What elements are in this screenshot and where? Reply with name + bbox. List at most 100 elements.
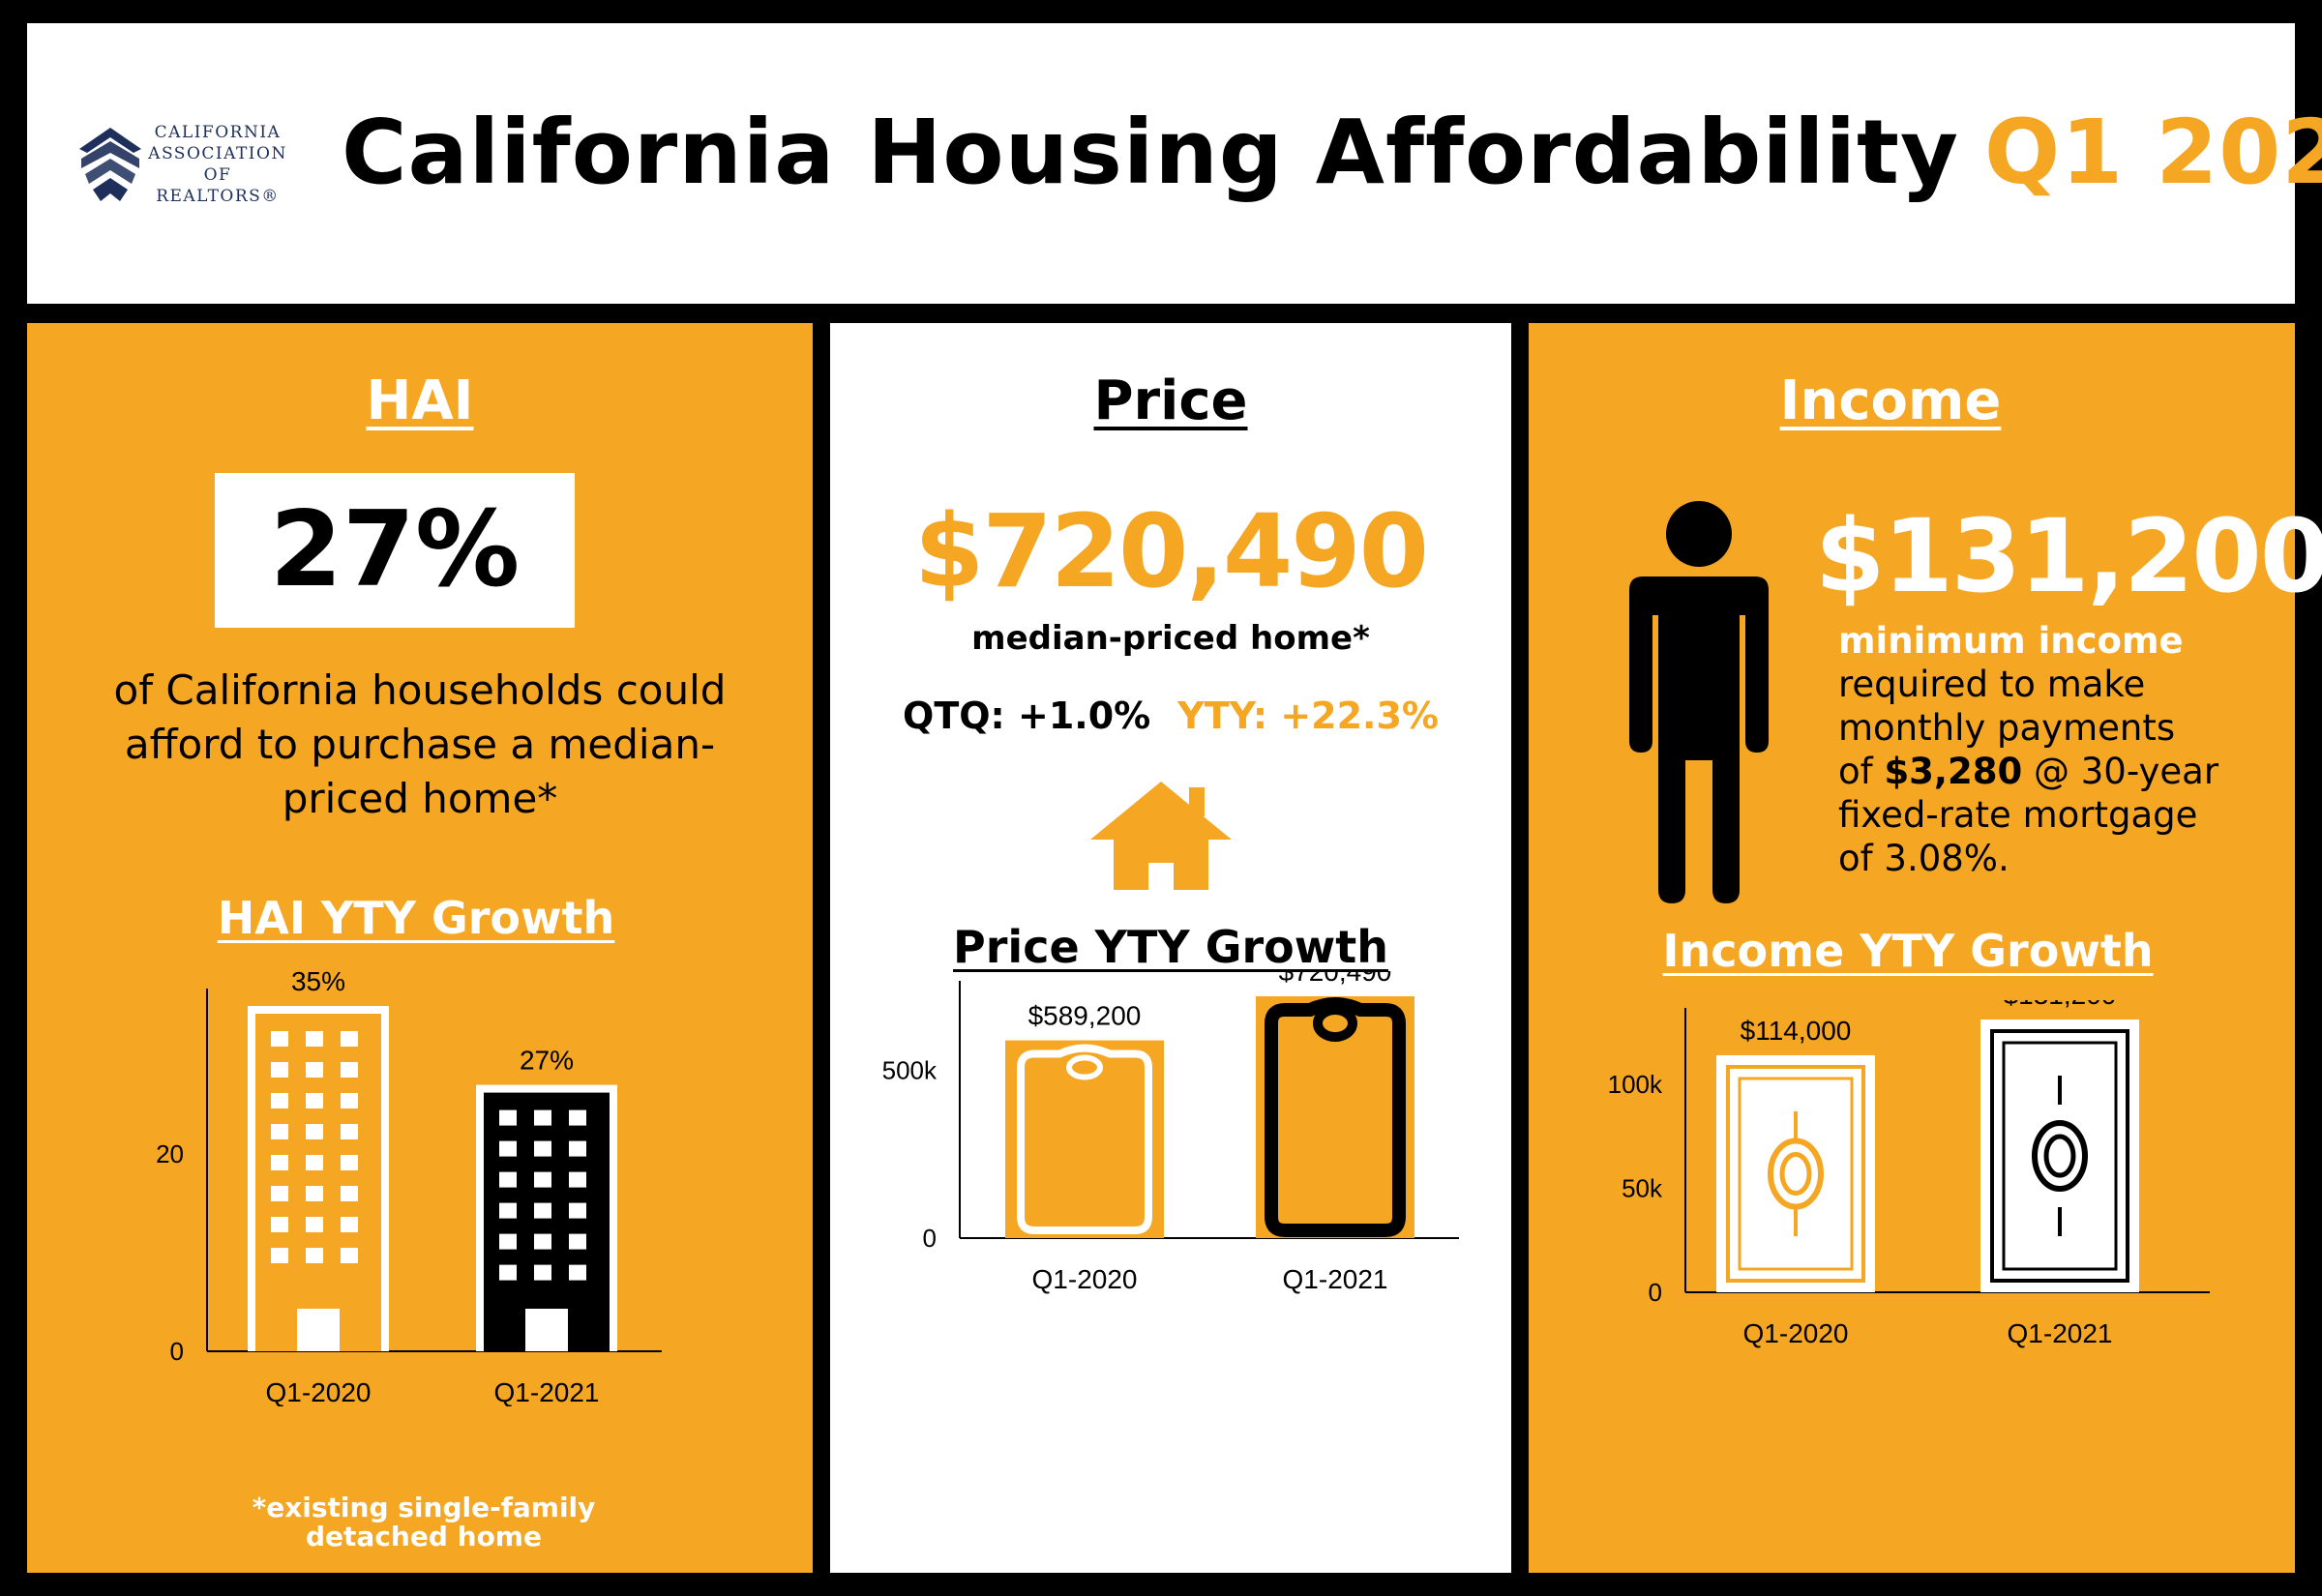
banknote-bar [1980,1020,2139,1292]
banknote-bar [1716,1054,1875,1292]
building-window [306,1155,323,1170]
building-window [341,1124,358,1139]
building-window [341,1031,358,1047]
income-line: of [1838,751,1885,792]
hai-description: of California households could afford to… [113,666,727,822]
data-label: 27% [520,1046,574,1076]
building-window [534,1109,551,1126]
banknote-border [1990,1029,2129,1283]
x-tick-label: Q1-2021 [494,1377,600,1406]
hai-panel: HAI 27% of California households could a… [27,323,813,1573]
income-chart-heading: Income YTY Growth [1662,925,2154,977]
eagle-icon [79,128,141,201]
building-door [297,1309,340,1351]
logo-line: OF REALTORS® [156,165,280,206]
building-window [271,1217,288,1232]
income-line-payment: of $3,280 @ 30-year [1838,750,2283,793]
data-label: $131,200 [2004,1000,2117,1010]
building-window [271,1248,288,1263]
y-tick-label: 20 [156,1139,184,1168]
banknote-border [1726,1064,1865,1283]
building-window [271,1124,288,1139]
data-label: $720,490 [1279,971,1392,987]
building-window [534,1202,551,1219]
building-door [525,1309,568,1351]
building-window [306,1093,323,1108]
yty-change: YTY: +22.3% [1177,695,1439,737]
income-panel: Income $131,200 minimum income required … [1529,323,2322,1573]
building-window [569,1140,586,1157]
building-window [341,1248,358,1263]
y-tick-label: 500k [882,1056,938,1085]
building-window [534,1264,551,1281]
income-line: of 3.08%. [1838,838,2009,879]
price-tag-outline [1017,1044,1152,1234]
building-window [306,1217,323,1232]
price-change: QTQ: +1.0% YTY: +22.3% [830,695,1511,737]
title-quarter: Q1 2021 [1983,101,2322,204]
data-label: $589,200 [1028,1001,1142,1031]
income-chart: 0 50k 100k $114,000 Q1-2020 $131,200 Q1-2021 [1608,1000,2210,1348]
building-window [341,1093,358,1108]
x-tick-label: Q1-2020 [1032,1264,1138,1294]
logo-line: ASSOCIATION [148,144,287,163]
banknote-seal [1768,1138,1824,1210]
building-window [306,1186,323,1201]
monthly-payment: $3,280 [1884,751,2023,792]
y-tick-label: 50k [1622,1174,1663,1203]
data-label: 35% [291,966,345,996]
building-window [271,1031,288,1047]
building-window [569,1171,586,1188]
income-line: monthly payments [1838,707,2176,749]
logo-text: CALIFORNIA ASSOCIATION OF REALTORS® [145,122,290,207]
price-tag-outline [1265,997,1406,1237]
building-window [341,1155,358,1170]
building-body [484,1092,610,1351]
building-window [499,1264,517,1281]
building-window [569,1202,586,1219]
qtq-change: QTQ: +1.0% [903,695,1151,737]
price-tag-hole [1313,1005,1357,1042]
income-line: @ 30-year [2022,751,2219,792]
building-window [341,1217,358,1232]
building-window [569,1233,586,1250]
income-description: minimum income required to make monthly … [1838,619,2283,880]
data-label: $114,000 [1741,1016,1852,1046]
minimum-income: $131,200 [1815,497,2322,615]
x-tick-label: Q1-2021 [2008,1318,2113,1348]
hai-heading: HAI [366,369,474,432]
building-window [271,1186,288,1201]
median-price-label: median-priced home* [971,619,1370,658]
income-heading: Income [1779,369,2002,432]
price-chart-heading: Price YTY Growth [953,921,1388,973]
hai-chart: 0 20 35% Q1-2020 27% Q1-2021 [156,966,662,1406]
building-window [306,1248,323,1263]
price-panel: Price $720,490 median-priced home* QTQ: … [830,323,1511,1573]
building-window [306,1031,323,1047]
house-icon [1090,782,1232,890]
building-window [341,1062,358,1078]
x-tick-label: Q1-2021 [1283,1264,1388,1294]
banknote-inner [2002,1041,2118,1271]
building-window [569,1109,586,1126]
building-window [341,1186,358,1201]
building-window [534,1233,551,1250]
building-window [499,1140,517,1157]
person-icon [1629,501,1769,903]
header: CALIFORNIA ASSOCIATION OF REALTORS® Cali… [27,23,2322,304]
building-window [569,1264,586,1281]
y-tick-label: 0 [1649,1278,1662,1307]
y-tick-label: 0 [170,1337,184,1366]
building-window [306,1124,323,1139]
building-window [534,1140,551,1157]
building-window [271,1062,288,1078]
building-window [306,1062,323,1078]
banknote-seal-inner [2043,1134,2076,1178]
hai-footnote: *existing single-family detached home [252,1492,596,1552]
hai-chart-heading: HAI YTY Growth [217,892,615,944]
price-chart: 0 500k $589,200 Q1-2020 $720,490 Q1-2021 [882,971,1459,1294]
x-tick-label: Q1-2020 [1743,1318,1849,1348]
y-tick-label: 0 [923,1224,937,1253]
building-window [499,1233,517,1250]
banknote-inner [1738,1077,1854,1271]
